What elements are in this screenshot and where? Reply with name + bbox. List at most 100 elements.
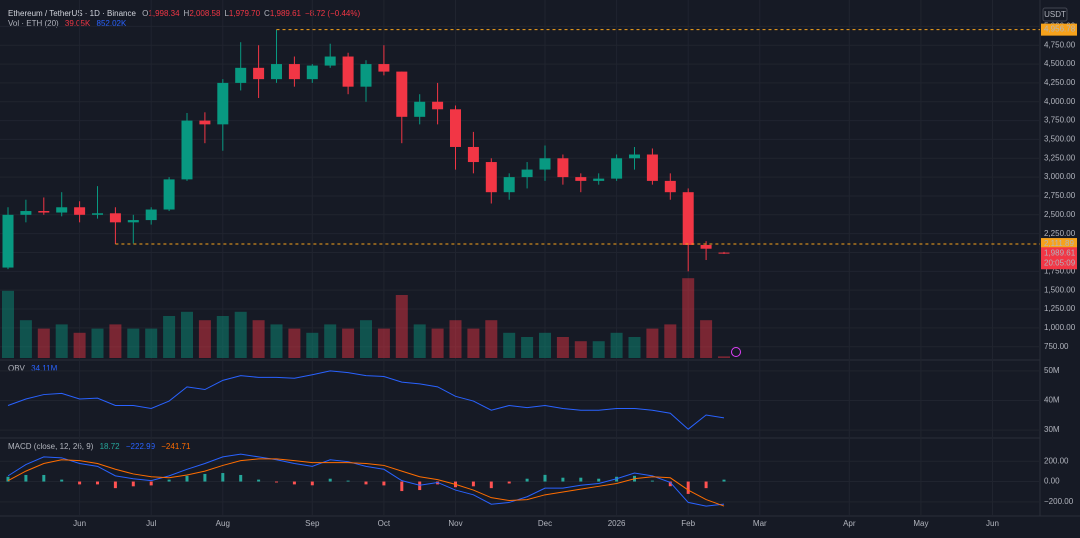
candle-body	[467, 146, 479, 163]
candle-body	[646, 154, 658, 181]
histogram-bar	[113, 481, 117, 489]
y-tick-label: −200.00	[1044, 497, 1074, 506]
y-tick-label: 4,500.00	[1044, 59, 1076, 68]
ohlc-value: 1,979.70	[229, 9, 261, 18]
volume-bar	[73, 332, 86, 358]
currency[interactable]: USDT	[1044, 10, 1066, 19]
histogram-bar	[686, 481, 690, 494]
volume-value: 39.05K	[65, 19, 91, 28]
x-tick-label: May	[913, 519, 928, 528]
volume-bar	[718, 356, 730, 358]
volume-bar	[467, 328, 480, 358]
histogram-bar	[382, 481, 386, 486]
candle-body	[342, 56, 354, 87]
candle-body	[611, 158, 623, 179]
histogram-bar	[42, 474, 46, 482]
y-tick-label: 4,000.00	[1044, 97, 1076, 106]
candle-body	[485, 162, 497, 193]
histogram-bar	[275, 481, 278, 483]
last-price: 1,989.61	[1044, 248, 1076, 257]
volume-bar	[324, 324, 337, 358]
signal-value: −241.71	[161, 442, 191, 451]
candle-body	[718, 252, 730, 254]
histogram-bar	[221, 473, 225, 482]
candle-body	[20, 211, 32, 215]
candle-body	[682, 192, 694, 245]
volume-bar	[91, 328, 104, 358]
alert-icon	[731, 347, 741, 357]
volume-bar	[19, 320, 32, 358]
y-tick-label: 3,750.00	[1044, 116, 1076, 125]
volume-bar	[109, 324, 122, 358]
candle-body	[324, 56, 336, 66]
y-tick-label: 750.00	[1044, 342, 1069, 351]
y-tick-label: 4,250.00	[1044, 78, 1076, 87]
histogram-bar	[60, 479, 64, 482]
x-tick-label: Sep	[305, 519, 320, 528]
x-tick-label: Oct	[378, 519, 391, 528]
x-tick-label: Mar	[753, 519, 767, 528]
histogram-bar	[668, 481, 672, 487]
currency-box[interactable]	[1042, 7, 1068, 22]
plot: Jun Jul Aug Sep Oct Nov Dec 2026 Feb Mar Apr May Jun…	[2, 21, 1077, 529]
macd-hist-value: 18.72	[100, 442, 121, 451]
histogram-bar	[149, 481, 153, 486]
candle-body	[521, 169, 533, 178]
ohlc-value: 1,989.61	[270, 9, 302, 18]
ohlc-key: O	[142, 9, 148, 18]
x-tick-label: Apr	[843, 519, 856, 528]
histogram-bar	[543, 474, 547, 482]
histogram-bar	[471, 481, 475, 487]
histogram-bar	[131, 481, 135, 487]
y-tick-label: 1,250.00	[1044, 304, 1076, 313]
histogram-bar	[704, 481, 708, 489]
histogram-bar	[346, 480, 350, 482]
candle-body	[145, 209, 157, 221]
histogram-bar	[507, 481, 511, 484]
series-line	[7, 458, 725, 507]
volume-bar	[664, 324, 677, 358]
macd-legend: MACD (close, 12, 26, 9) 18.72 −222.99 −2…	[8, 442, 191, 451]
histogram-bar	[257, 479, 261, 482]
volume-bar	[539, 332, 551, 358]
obv-name: OBV	[8, 364, 26, 373]
y-tick-label: 2,500.00	[1044, 210, 1076, 219]
change: −8.72 (−0.44%)	[305, 9, 360, 18]
volume-bar	[574, 341, 587, 358]
volume-bar	[55, 324, 68, 358]
candle-body	[181, 120, 193, 180]
volume-bar	[270, 324, 283, 358]
volume-bar	[37, 328, 50, 358]
ohlc-key: H	[184, 9, 190, 18]
candle-body	[163, 179, 175, 210]
candle-body	[414, 101, 426, 117]
x-tick-label: Jun	[73, 519, 86, 528]
histogram-bar	[185, 475, 189, 482]
volume-bar	[181, 311, 193, 358]
x-tick-label: Dec	[538, 519, 552, 528]
obv-value: 34.11M	[31, 364, 57, 373]
volume-bar	[252, 320, 265, 358]
histogram-bar	[96, 481, 99, 485]
histogram-bar	[650, 480, 654, 482]
volume-bar	[395, 295, 408, 358]
price-label-box	[1041, 23, 1077, 36]
histogram-bar	[328, 478, 332, 482]
candle-body	[253, 67, 265, 80]
candle-body	[360, 64, 372, 87]
volume-bar	[306, 332, 319, 358]
volume-name: Vol · ETH (20)	[8, 19, 59, 28]
legend: Ethereum / TetherUS · 1D · Binance O1,99…	[8, 9, 360, 18]
x-tick-label: Aug	[216, 519, 230, 528]
volume-bar	[503, 332, 516, 358]
volume-bar	[628, 337, 641, 358]
y-tick-label: 0.00	[1044, 477, 1060, 486]
volume-bar	[485, 320, 498, 358]
candle-body	[2, 214, 14, 268]
x-tick-label: Nov	[448, 519, 462, 528]
ohlc-value: 1,998.34	[148, 9, 180, 18]
histogram-bar	[310, 481, 314, 486]
histogram-bar	[292, 481, 296, 485]
histogram-bar	[489, 481, 493, 489]
